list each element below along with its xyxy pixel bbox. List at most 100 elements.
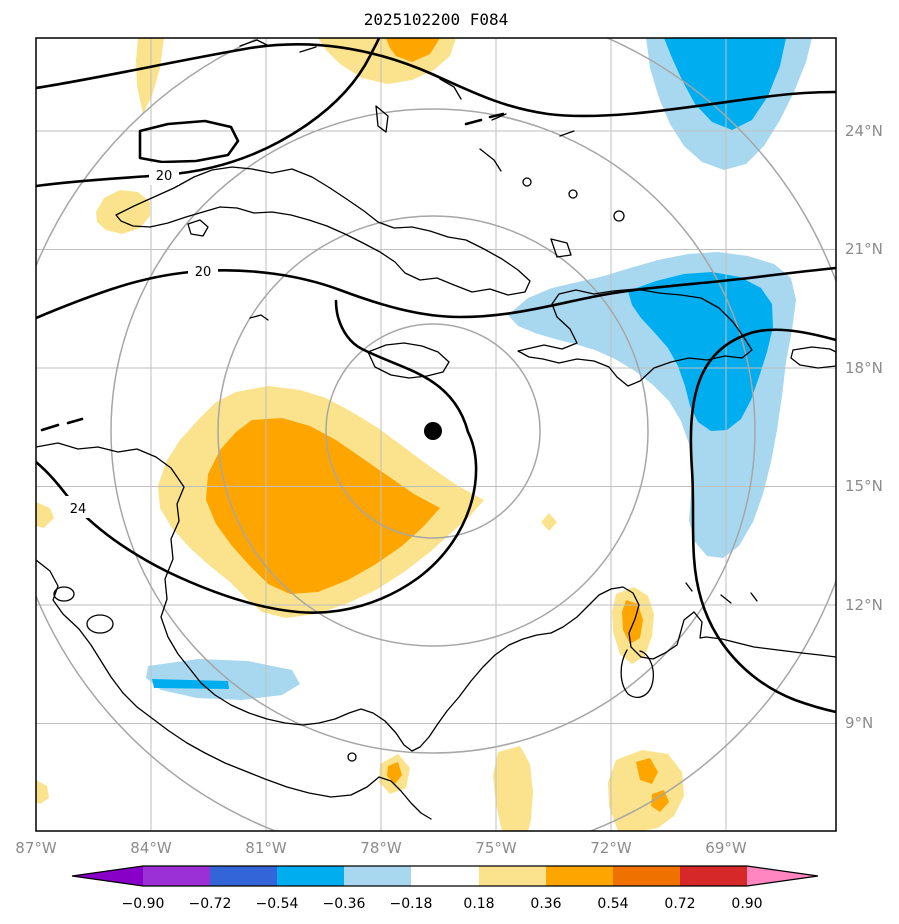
coast-bahamas (559, 130, 575, 137)
x-tick-label: 81°W (245, 839, 287, 857)
coast-puerto-rico (790, 346, 836, 369)
x-axis-tick-labels: 87°W 84°W 81°W 78°W 75°W 72°W 69°W (15, 839, 747, 857)
x-tick-label: 84°W (130, 839, 172, 857)
colorbar-outline (71, 865, 819, 887)
y-tick-label: 18°N (845, 359, 883, 377)
coast-bahamas (522, 177, 532, 187)
contour-line (36, 299, 478, 614)
map-plot-area: 20 20 24 (36, 38, 836, 831)
coast-bahamas (375, 105, 389, 133)
x-tick-label: 72°W (590, 839, 632, 857)
y-tick-label: 12°N (845, 596, 883, 614)
coast-caicos (613, 210, 625, 222)
contour-line (36, 43, 836, 118)
colorbar-tick-label: 0.72 (664, 896, 695, 912)
colorbar-tick-label: 0.90 (731, 896, 762, 912)
neg-anomaly-core (152, 679, 229, 689)
pos-anomaly-core (386, 38, 440, 62)
colorbar-under-arrow (72, 866, 143, 886)
colorbar-tick-label: −0.72 (189, 896, 232, 912)
y-tick-label: 15°N (845, 477, 883, 495)
y-tick-label: 9°N (845, 714, 873, 732)
plot-frame (35, 37, 837, 832)
contour-line (36, 266, 836, 320)
contour-dash (66, 417, 84, 425)
colorbar-segment (411, 866, 479, 886)
contour-label-halo (188, 259, 218, 281)
colorbar-segment (143, 866, 210, 886)
colorbar-tick-labels: −0.90 −0.72 −0.54 −0.36 −0.18 0.18 0.36 … (122, 896, 763, 912)
pos-anomaly-region (608, 750, 684, 831)
colorbar-tick-label: −0.18 (390, 896, 433, 912)
colorbar-tick-label: 0.18 (463, 896, 494, 912)
colorbar-tick-label: 0.54 (597, 896, 628, 912)
coast-bahamas (239, 39, 270, 47)
neg-anomaly-core (664, 38, 786, 130)
x-tick-label: 87°W (15, 839, 57, 857)
contour-dash (40, 423, 60, 432)
colorbar-over-arrow (747, 866, 818, 886)
pos-anomaly-region (136, 38, 164, 114)
coast-jamaica (367, 342, 450, 379)
figure-title: 2025102200 F084 (364, 10, 509, 29)
coast-bahamas (439, 78, 462, 100)
contour-line (36, 38, 381, 188)
pos-anomaly-region (541, 513, 557, 531)
pos-anomaly-core (651, 790, 669, 812)
coast-bahamas (299, 46, 317, 53)
colorbar-tick-label: −0.36 (323, 896, 366, 912)
coast-cayman (249, 314, 269, 321)
coast-bonaire (750, 592, 758, 602)
coast-inagua (550, 238, 572, 258)
pos-anomaly-core (636, 758, 658, 784)
y-tick-label: 21°N (845, 240, 883, 258)
contour-label-halo (149, 163, 179, 185)
coast-bahamas (479, 148, 502, 172)
pos-anomaly-region (36, 780, 49, 804)
colorbar: −0.90 −0.72 −0.54 −0.36 −0.18 0.18 0.36 … (71, 865, 819, 912)
coast-lake-maracaibo (620, 649, 654, 698)
coast-aruba (685, 582, 693, 592)
range-rings (36, 38, 836, 831)
colorbar-segment (210, 866, 277, 886)
graticule (36, 38, 836, 831)
coast-lake-nicaragua (86, 614, 114, 634)
contour-label: 20 (195, 265, 212, 280)
x-tick-label: 78°W (360, 839, 402, 857)
y-axis-tick-labels: 24°N 21°N 18°N 15°N 12°N 9°N (845, 122, 883, 732)
contour-label: 20 (156, 169, 173, 184)
field-contours (36, 38, 836, 714)
colorbar-tick-label: −0.90 (122, 896, 165, 912)
colorbar-tick-label: −0.54 (256, 896, 299, 912)
coast-central-america (36, 442, 836, 752)
colorbar-segment (277, 866, 344, 886)
contour-label-halo (63, 496, 93, 518)
pos-anomaly-core (387, 762, 402, 784)
contour-dash (464, 118, 483, 126)
neg-anomaly-core (628, 272, 773, 431)
colorbar-segment (344, 866, 411, 886)
storm-center-dot (424, 422, 442, 440)
x-tick-label: 69°W (705, 839, 747, 857)
y-tick-label: 24°N (845, 122, 883, 140)
contour-dash (488, 112, 505, 119)
coast-small-island (347, 752, 357, 762)
coast-curacao (720, 594, 732, 604)
colorbar-segment (680, 866, 747, 886)
coast-isla-juventud (187, 219, 209, 237)
pos-anomaly-region (493, 746, 533, 831)
x-tick-label: 75°W (475, 839, 517, 857)
contour-line-closed (138, 119, 240, 164)
pos-anomaly-region (36, 502, 54, 528)
coast-pacific-central-america (36, 559, 432, 820)
coast-cuba (115, 166, 531, 296)
contour-label: 24 (70, 502, 87, 517)
coast-bahamas (568, 189, 578, 199)
colorbar-segment (613, 866, 680, 886)
contour-value-labels: 20 20 24 (63, 163, 218, 518)
contour-line (689, 328, 836, 714)
neg-anomaly-region (146, 659, 300, 700)
colorbar-segment (546, 866, 613, 886)
